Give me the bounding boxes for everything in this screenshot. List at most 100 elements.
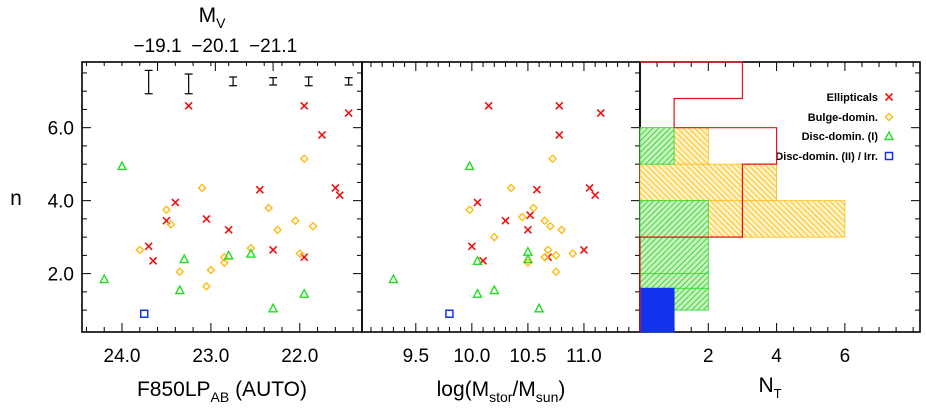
point-diamond-magnitude — [135, 245, 145, 255]
point-diamond-mass — [506, 183, 516, 193]
x-axis-label-mass: log(Mstor/Msun) — [437, 378, 566, 405]
marker-stroke — [202, 214, 211, 223]
x-tick-label: 6 — [840, 346, 851, 367]
x-tick-label: 10.0 — [453, 346, 490, 367]
point-diamond-magnitude — [264, 203, 274, 213]
marker-stroke — [596, 109, 605, 118]
point-triangle-mass — [388, 273, 399, 284]
point-triangle-magnitude — [179, 253, 190, 264]
legend-marker-triangle — [883, 130, 895, 141]
x-tick-label: 2 — [703, 346, 714, 367]
y-tick-label: 4.0 — [48, 192, 74, 213]
x-tick-label: 10.5 — [509, 346, 546, 367]
error-bar — [229, 76, 238, 87]
point-triangle-magnitude — [267, 302, 279, 313]
point-triangle-mass — [533, 302, 545, 313]
point-x-mass — [579, 245, 589, 254]
top-tick-label: −20.1 — [191, 36, 239, 57]
x-tick-label: 22.0 — [281, 346, 318, 367]
point-x-mass — [532, 185, 541, 194]
point-diamond-magnitude — [308, 221, 318, 231]
point-x-mass — [555, 101, 564, 110]
point-triangle-mass — [472, 255, 483, 266]
point-diamond-mass — [540, 252, 550, 262]
x-tick-label: 9.5 — [403, 346, 429, 367]
point-diamond-magnitude — [246, 243, 256, 253]
point-triangle-magnitude — [116, 160, 128, 171]
point-x-magnitude — [317, 130, 327, 140]
top-tick-label: −21.1 — [249, 36, 297, 57]
top-tick-labels: −19.1 −20.1 −21.1 — [134, 36, 298, 57]
point-diamond-magnitude — [295, 249, 305, 259]
marker-stroke — [579, 245, 589, 254]
error-bar — [269, 77, 278, 86]
point-x-mass — [555, 130, 564, 140]
legend-label-ellipticals: Ellipticals — [827, 92, 878, 104]
panel-mass-frame — [361, 61, 641, 333]
marker-stroke — [526, 211, 535, 220]
marker-stroke — [344, 109, 353, 118]
y-tick-labels: 2.0 4.0 6.0 — [48, 119, 74, 286]
point-diamond-magnitude — [197, 183, 207, 193]
point-diamond-mass — [557, 225, 567, 235]
point-x-magnitude — [335, 191, 344, 200]
marker-stroke — [585, 183, 594, 192]
point-diamond-magnitude — [161, 205, 171, 215]
marker-stroke — [473, 198, 482, 207]
point-x-mass — [585, 183, 594, 192]
marker-stroke — [501, 216, 510, 225]
marker-stroke — [255, 185, 264, 194]
histogram-bar-bulge-domin- — [639, 163, 777, 202]
legend-label-disc1: Disc-domin. (I) — [802, 131, 879, 143]
point-x-magnitude — [171, 198, 180, 207]
marker-stroke — [144, 242, 153, 251]
point-x-mass — [484, 101, 493, 110]
point-x-mass — [467, 242, 476, 251]
point-x-magnitude — [331, 183, 340, 192]
histogram-bar-disc-domin-i- — [639, 200, 709, 238]
point-diamond-mass — [551, 250, 561, 260]
x-tick-label: 24.0 — [104, 346, 141, 367]
error-bar — [144, 69, 153, 95]
point-diamond-mass — [523, 258, 533, 268]
point-x-mass — [523, 225, 532, 234]
point-x-magnitude — [224, 225, 233, 234]
point-diamond-magnitude — [273, 225, 283, 235]
point-diamond-magnitude — [201, 281, 211, 291]
point-diamond-mass — [465, 205, 475, 215]
error-bar — [304, 76, 313, 87]
legend-marker-square — [884, 151, 894, 161]
legend-marker-diamond — [884, 112, 894, 122]
point-x-magnitude — [269, 245, 278, 254]
point-diamond-mass — [551, 267, 561, 277]
point-diamond-mass — [540, 216, 550, 226]
marker-stroke — [555, 130, 564, 140]
point-x-mass — [501, 216, 510, 225]
marker-stroke — [591, 191, 600, 200]
point-square-mass — [445, 309, 454, 319]
point-triangle-mass — [522, 253, 534, 264]
point-triangle-magnitude — [245, 248, 257, 258]
marker-stroke — [523, 225, 532, 234]
top-tick-label: −19.1 — [134, 36, 182, 57]
point-triangle-mass — [489, 284, 500, 295]
point-x-mass — [473, 198, 482, 207]
marker-stroke — [149, 256, 158, 265]
marker-stroke — [300, 101, 309, 110]
point-diamond-magnitude — [219, 258, 229, 268]
histogram-bar-disc-domin-ii-irr- — [639, 309, 675, 333]
point-diamond-magnitude — [166, 219, 176, 229]
x-tick-labels-histogram: 2 4 6 — [703, 346, 850, 367]
panel-magnitude-frame — [81, 61, 363, 333]
plot-layer — [82, 61, 920, 333]
y-axis-label: n — [10, 187, 22, 210]
y-tick-label: 6.0 — [48, 119, 74, 140]
point-diamond-mass — [517, 212, 527, 222]
histogram-bar-disc-domin-i- — [639, 273, 709, 289]
point-triangle-mass — [472, 288, 483, 298]
x-axis-label-magnitude: F850LPAB (AUTO) — [137, 378, 307, 405]
point-x-magnitude — [300, 101, 309, 110]
marker-stroke — [484, 101, 493, 110]
point-diamond-mass — [548, 154, 558, 164]
x-tick-labels-magnitude: 24.0 23.0 22.0 — [104, 346, 319, 367]
